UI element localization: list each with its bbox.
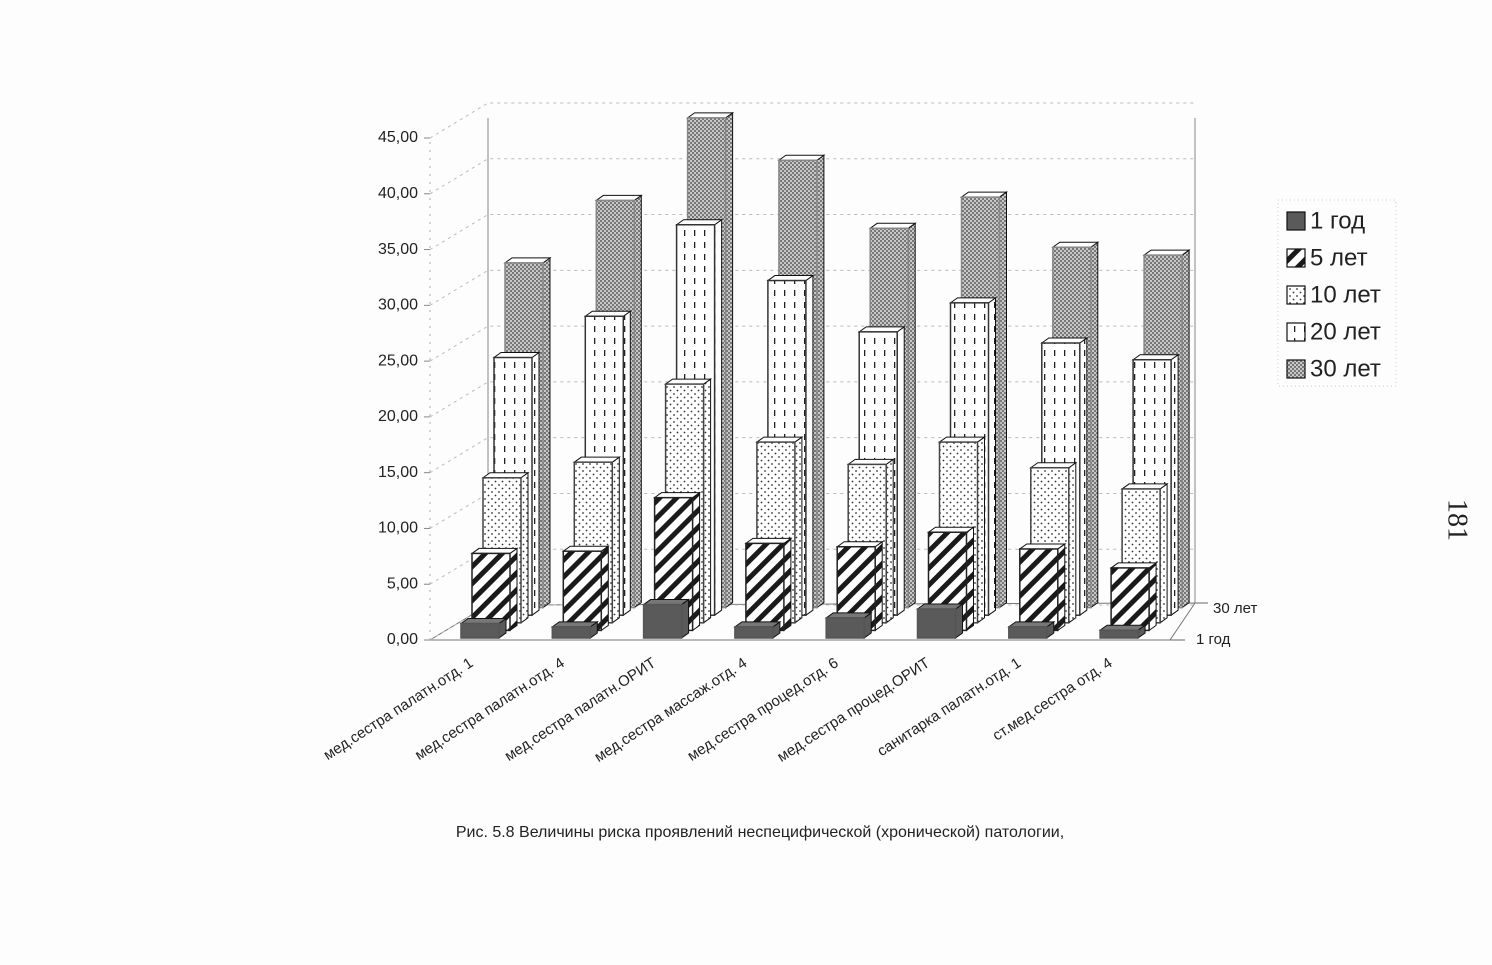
bar	[460, 622, 500, 639]
legend-swatch	[1286, 211, 1306, 231]
bar-side	[896, 325, 905, 617]
bar-top	[583, 310, 632, 317]
bar-side	[907, 222, 916, 609]
bar-side	[874, 540, 883, 632]
bar-top	[846, 458, 895, 465]
bar-side	[794, 436, 803, 624]
y-tick-label: 5,00	[387, 575, 418, 592]
bar-side	[531, 351, 540, 617]
grid-line	[429, 214, 1195, 250]
bar-side	[714, 218, 723, 617]
bar	[562, 550, 603, 632]
bar	[1019, 548, 1059, 632]
legend: 1 год 5 лет 10 лет 20 лет 30 лет	[1286, 207, 1381, 382]
bar-side	[966, 526, 974, 632]
bar-top	[868, 222, 917, 229]
bar-top	[926, 526, 976, 533]
grid-line	[429, 102, 1195, 139]
page-number: 181	[1442, 499, 1473, 541]
bar-side	[1079, 337, 1088, 617]
x-tick-label: мед.сестра палатн.отд. 1	[321, 654, 477, 763]
y-tick-label: 40,00	[378, 185, 418, 202]
bar-side	[816, 154, 825, 609]
y-tick-label: 15,00	[378, 464, 418, 481]
bar-top	[937, 436, 987, 443]
x-tick-label: санитарка палатн.отд. 1	[874, 654, 1024, 760]
bar	[1008, 626, 1048, 639]
bar-side	[783, 537, 792, 632]
bar	[745, 542, 785, 632]
y-tick-label: 25,00	[378, 352, 418, 369]
bar	[916, 608, 957, 639]
legend-label: 10 лет	[1310, 281, 1381, 308]
bar-top	[492, 352, 541, 359]
bar-side	[520, 471, 529, 624]
bar	[551, 626, 592, 639]
bar	[642, 603, 683, 639]
bar-top	[470, 547, 519, 554]
bar-top	[642, 599, 691, 606]
bar-side	[600, 545, 609, 632]
bar-side	[977, 436, 985, 624]
y-tick-label: 10,00	[378, 520, 418, 537]
bar	[1110, 567, 1150, 632]
legend-label: 5 лет	[1310, 244, 1368, 271]
bar-side	[703, 378, 712, 624]
bar-side	[725, 111, 734, 609]
bar-side	[681, 598, 690, 639]
bar-side	[692, 491, 701, 632]
bar	[1099, 629, 1139, 639]
legend-swatch	[1286, 285, 1306, 305]
bar-side	[955, 603, 963, 639]
legend-label: 1 год	[1310, 207, 1365, 234]
bar-side	[1181, 249, 1190, 609]
bar-side	[1068, 461, 1077, 624]
bar-side	[885, 458, 894, 624]
bars	[459, 111, 1191, 639]
depth-label: 1 год	[1196, 631, 1231, 648]
legend-swatch	[1286, 248, 1306, 268]
bar-top	[755, 436, 804, 443]
x-tick-label: мед.сестра палатн.ОРИТ	[502, 654, 659, 764]
bar-side	[1090, 241, 1099, 609]
legend-label: 30 лет	[1310, 355, 1381, 382]
grid-line	[429, 269, 1195, 306]
legend-label: 20 лет	[1310, 318, 1381, 345]
bar-side	[1159, 482, 1168, 624]
y-tick-label: 20,00	[378, 408, 418, 425]
bar-side	[1170, 353, 1179, 617]
bar-side	[1148, 561, 1157, 632]
bar-side	[1057, 542, 1066, 632]
y-tick-label: 0,00	[387, 631, 418, 648]
bar-top	[653, 492, 702, 499]
bar-side	[999, 191, 1007, 609]
caption: Рис. 5.8 Величины риска проявлений неспе…	[456, 824, 1064, 841]
bar-side	[542, 256, 551, 609]
legend-swatch	[1286, 322, 1306, 342]
x-tick-label: мед.сестра массаж.отд. 4	[591, 654, 750, 765]
bar	[825, 617, 865, 639]
bar-top	[561, 545, 610, 552]
depth-label: 30 лет	[1213, 600, 1257, 617]
y-tick-label: 35,00	[378, 241, 418, 258]
bar	[734, 626, 774, 639]
y-tick-label: 30,00	[378, 297, 418, 314]
y-tick-label: 45,00	[378, 129, 418, 146]
x-tick-label: мед.сестра процед.отд. 6	[684, 654, 841, 764]
bar-side	[622, 310, 631, 617]
bar-side	[633, 194, 642, 609]
bar-side	[611, 456, 620, 624]
grid-line	[429, 158, 1195, 195]
legend-swatch	[1286, 359, 1306, 379]
bar	[471, 552, 511, 632]
bar-side	[509, 547, 518, 632]
bar-side	[805, 274, 814, 617]
x-tick-label: мед.сестра процед.ОРИТ	[774, 654, 933, 765]
x-tick-label: мед.сестра палатн.отд. 4	[412, 654, 568, 763]
bar-side	[988, 296, 996, 617]
